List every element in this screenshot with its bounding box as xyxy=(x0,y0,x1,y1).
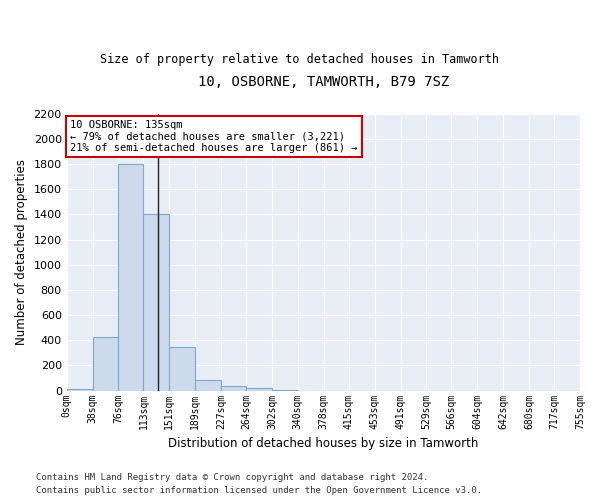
Text: Size of property relative to detached houses in Tamworth: Size of property relative to detached ho… xyxy=(101,52,499,66)
Bar xyxy=(92,337,118,390)
Y-axis label: Number of detached properties: Number of detached properties xyxy=(15,159,28,345)
Bar xyxy=(143,214,169,390)
Text: Contains HM Land Registry data © Crown copyright and database right 2024.
Contai: Contains HM Land Registry data © Crown c… xyxy=(36,474,482,495)
Bar xyxy=(221,386,246,390)
Title: 10, OSBORNE, TAMWORTH, B79 7SZ: 10, OSBORNE, TAMWORTH, B79 7SZ xyxy=(198,75,449,89)
Bar xyxy=(118,164,143,390)
Bar xyxy=(169,346,195,391)
Bar xyxy=(67,389,92,390)
Bar xyxy=(246,388,272,390)
X-axis label: Distribution of detached houses by size in Tamworth: Distribution of detached houses by size … xyxy=(168,437,479,450)
Text: 10 OSBORNE: 135sqm
← 79% of detached houses are smaller (3,221)
21% of semi-deta: 10 OSBORNE: 135sqm ← 79% of detached hou… xyxy=(70,120,358,154)
Bar xyxy=(195,380,221,390)
